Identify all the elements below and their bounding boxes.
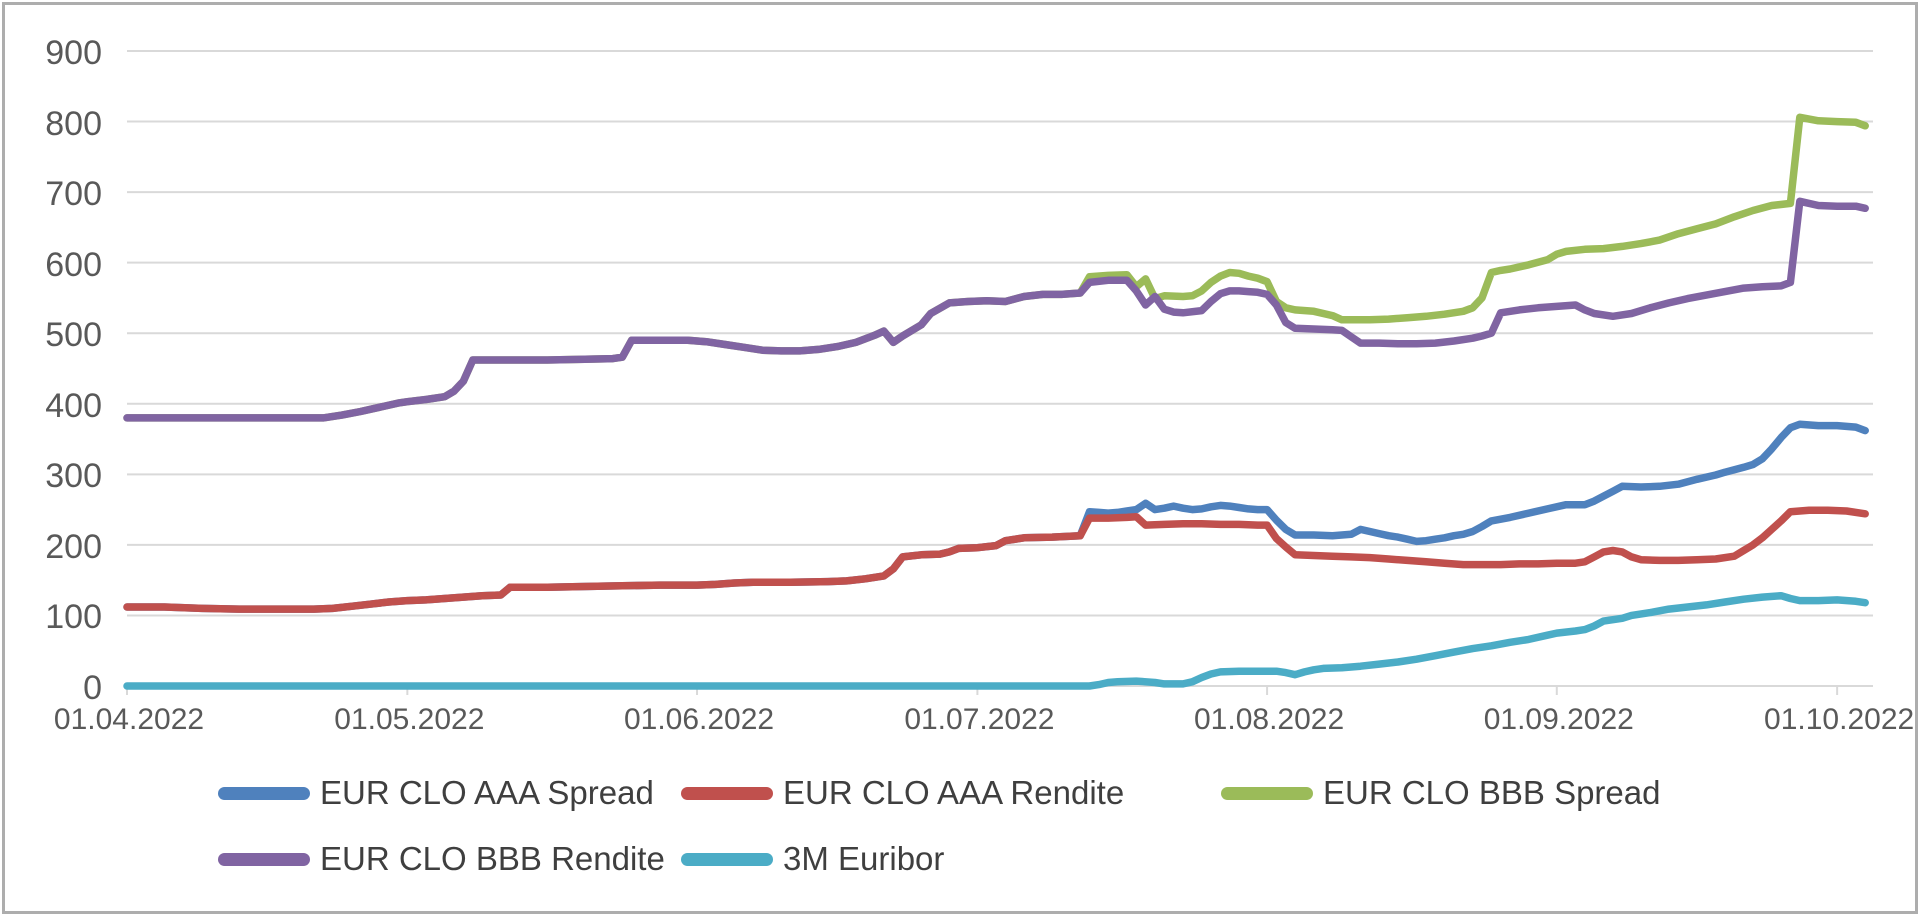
- series-line-eur-clo-bbb-spread: [123, 113, 1869, 422]
- legend-label-eur-clo-aaa-rendite: EUR CLO AAA Rendite: [783, 774, 1125, 811]
- y-axis-tick-label: 300: [45, 457, 102, 496]
- legend-swatch-eur-clo-aaa-spread: [218, 786, 310, 800]
- legend-label-eur-clo-bbb-rendite: EUR CLO BBB Rendite: [320, 840, 665, 877]
- y-axis-tick-label: 0: [83, 669, 102, 707]
- y-axis-tick-label: 100: [45, 598, 102, 637]
- series-line-eur-clo-aaa-rendite: [123, 506, 1869, 613]
- y-axis-tick-label: 500: [45, 316, 102, 355]
- legend-item-3m-euribor: 3M Euribor: [681, 839, 944, 879]
- series-line-eur-clo-aaa-spread: [123, 420, 1869, 613]
- x-axis-tick-label: 01.09.2022: [1483, 703, 1634, 736]
- legend-swatch-eur-clo-bbb-rendite: [218, 852, 310, 866]
- legend-swatch-3m-euribor: [681, 852, 773, 866]
- x-axis-tick-label: 01.06.2022: [623, 703, 775, 736]
- legend-swatch-eur-clo-bbb-spread: [1221, 786, 1313, 800]
- x-axis-tick-label: 01.08.2022: [1194, 703, 1345, 736]
- legend-item-eur-clo-aaa-spread: EUR CLO AAA Spread: [218, 773, 654, 813]
- legend-item-eur-clo-bbb-rendite: EUR CLO BBB Rendite: [218, 839, 665, 879]
- y-axis-tick-label: 900: [45, 34, 102, 72]
- legend-swatch-eur-clo-aaa-rendite: [681, 786, 773, 800]
- y-axis-tick-label: 600: [45, 245, 102, 284]
- series-line-3m-euribor: [123, 591, 1869, 690]
- legend-label-3m-euribor: 3M Euribor: [783, 840, 945, 877]
- legend-label-eur-clo-aaa-spread: EUR CLO AAA Spread: [320, 774, 654, 811]
- x-axis-tick-label: 01.04.2022: [53, 703, 205, 736]
- legend-item-eur-clo-bbb-spread: EUR CLO BBB Spread: [1221, 773, 1660, 813]
- y-axis-tick-label: 700: [45, 175, 102, 214]
- x-axis-tick-label: 01.10.2022: [1764, 703, 1915, 736]
- x-axis-tick-label: 01.05.2022: [334, 703, 485, 736]
- y-axis-tick-label: 400: [45, 386, 102, 425]
- legend-item-eur-clo-aaa-rendite: EUR CLO AAA Rendite: [681, 773, 1124, 813]
- legend-label-eur-clo-bbb-spread: EUR CLO BBB Spread: [1323, 774, 1661, 811]
- x-axis-tick-label: 01.07.2022: [904, 703, 1055, 736]
- plot-area: [123, 50, 1873, 695]
- series-line-eur-clo-bbb-rendite: [123, 197, 1869, 422]
- y-axis-tick-label: 200: [45, 527, 102, 566]
- y-axis-tick-label: 800: [45, 104, 102, 143]
